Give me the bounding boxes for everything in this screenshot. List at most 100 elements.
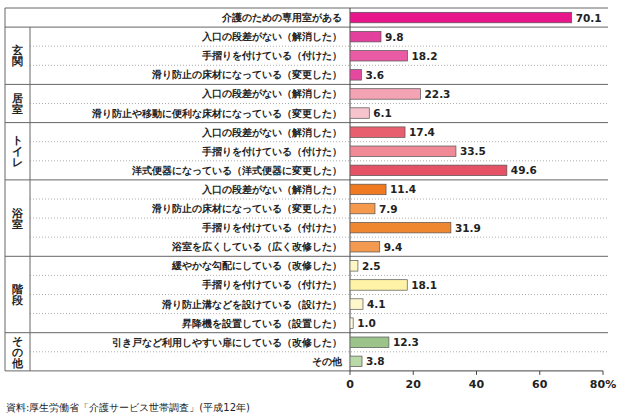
bar xyxy=(350,222,451,233)
frame-left xyxy=(5,8,6,371)
chart: 玄関居室トイレ浴室階段その他 介護のための専用室がある入口の段差がない（解消した）… xyxy=(0,0,639,419)
bar xyxy=(350,261,358,272)
group-separator xyxy=(5,27,608,28)
group-label: その他 xyxy=(11,335,24,369)
row-separator xyxy=(30,160,608,161)
data-label: 12.3 xyxy=(393,336,419,348)
x-tick xyxy=(350,371,351,375)
row-separator xyxy=(30,237,608,238)
category-label: 入口の段差がない（解消した） xyxy=(201,31,342,43)
row-separator xyxy=(30,199,608,200)
row-separator xyxy=(30,103,608,104)
x-tick xyxy=(413,371,414,375)
category-label: 滑り防止の床材になっている（変更した） xyxy=(151,203,342,215)
category-label: 手摺りを付けている（付けた） xyxy=(201,222,342,234)
group-label: 階段 xyxy=(11,283,24,306)
data-label: 22.3 xyxy=(425,88,451,100)
category-label: 滑り防止の床材になっている（変更した） xyxy=(151,69,342,81)
row-separator xyxy=(30,141,608,142)
row-separator xyxy=(30,275,608,276)
data-label: 1.0 xyxy=(357,317,376,329)
bar xyxy=(350,31,381,42)
bar xyxy=(350,108,369,119)
group-label: 居室 xyxy=(11,92,23,115)
category-label: 滑り防止や移動に便利な床材になっている（変更した） xyxy=(91,108,342,120)
data-label: 31.9 xyxy=(455,222,481,234)
category-label: 手摺りを付けている（付けた） xyxy=(201,279,342,291)
group-separator xyxy=(5,122,608,123)
bar xyxy=(350,337,389,348)
frame-bottom xyxy=(5,370,350,371)
data-label: 3.6 xyxy=(365,69,384,81)
bar xyxy=(350,356,362,367)
data-label: 6.1 xyxy=(373,107,392,119)
category-label: 引き戸など利用しやすい扉にしている（改修した） xyxy=(112,337,342,349)
data-label: 70.1 xyxy=(576,12,602,24)
source: 資料:厚生労働省「介護サービス世帯調査」(平成12年) xyxy=(6,402,250,413)
data-label: 7.9 xyxy=(379,203,398,215)
bar xyxy=(350,318,353,329)
data-label: 3.8 xyxy=(366,355,385,367)
data-label: 9.4 xyxy=(384,241,403,253)
bar xyxy=(350,89,421,100)
group-separator xyxy=(5,84,608,85)
frame-top xyxy=(5,8,608,9)
row-separator xyxy=(30,218,608,219)
group-label-char: 室 xyxy=(12,103,23,115)
category-label: 昇降機を設置している（設置した） xyxy=(181,318,342,329)
data-label: 49.6 xyxy=(511,164,537,176)
data-label: 33.5 xyxy=(460,145,486,157)
group-label: 玄関 xyxy=(11,44,23,67)
data-label: 2.5 xyxy=(362,260,381,272)
group-label: 浴室 xyxy=(11,207,24,230)
bar xyxy=(350,203,375,214)
category-label: 介護のための専用室がある xyxy=(221,12,342,23)
category-label: 入口の段差がない（解消した） xyxy=(201,127,342,139)
category-label: 手摺りを付けている（付けた） xyxy=(201,146,342,158)
category-label: 入口の段差がない（解消した） xyxy=(201,184,342,196)
row-separator xyxy=(30,294,608,295)
bar xyxy=(350,280,407,291)
bar xyxy=(350,242,380,253)
x-tick xyxy=(539,371,540,375)
row-separator xyxy=(30,351,608,352)
group-label: トイレ xyxy=(12,134,23,168)
category-label: 浴室を広くしている（広く改修した） xyxy=(171,241,342,253)
row-separator xyxy=(30,313,608,314)
group-column-line xyxy=(30,27,31,371)
group-label-char: 室 xyxy=(12,218,23,230)
group-label-char: 他 xyxy=(11,357,24,369)
group-separator xyxy=(5,332,608,333)
bar xyxy=(350,184,386,195)
x-tick xyxy=(476,371,477,375)
bar xyxy=(350,51,408,62)
bar xyxy=(350,146,456,157)
data-label: 18.2 xyxy=(412,50,438,62)
data-label: 4.1 xyxy=(367,298,386,310)
group-label-char: レ xyxy=(12,156,23,168)
category-label: 滑り防止溝などを設けている（設けた） xyxy=(161,299,342,311)
x-tick xyxy=(603,371,604,375)
category-label: 手摺りを付けている（付けた） xyxy=(201,50,342,62)
category-label: 緩やかな勾配にしている（改修した） xyxy=(171,260,342,272)
category-label: その他 xyxy=(312,356,343,367)
bar xyxy=(350,299,363,310)
row-separator xyxy=(30,65,608,66)
category-label: 入口の段差がない（解消した） xyxy=(201,88,342,100)
x-tick-label: 20 xyxy=(406,378,422,391)
category-label: 洋式便器になっている（洋式便器に変更した） xyxy=(131,165,342,177)
bar xyxy=(350,165,507,176)
x-tick-label: 40 xyxy=(469,378,485,391)
row-separator xyxy=(30,46,608,47)
bar xyxy=(350,70,361,81)
x-tick-label: 0 xyxy=(346,378,354,391)
group-separator xyxy=(5,256,608,257)
data-label: 18.1 xyxy=(411,279,437,291)
group-label-char: 段 xyxy=(11,294,24,306)
data-label: 9.8 xyxy=(385,31,404,43)
bar xyxy=(350,12,572,22)
data-label: 17.4 xyxy=(409,126,435,138)
group-label-char: 関 xyxy=(12,55,23,67)
x-tick-label: 80% xyxy=(590,378,616,391)
bar xyxy=(350,127,405,137)
